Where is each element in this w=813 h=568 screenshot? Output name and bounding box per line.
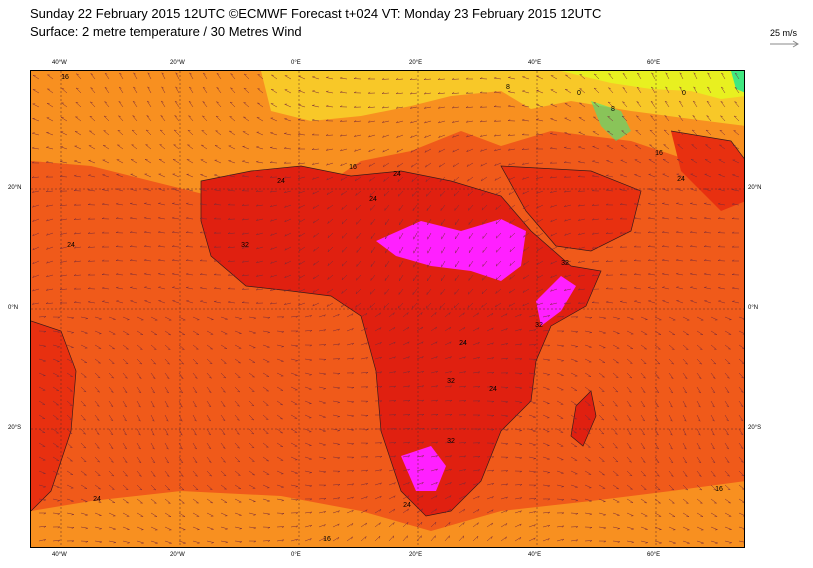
map-subtitle: Surface: 2 metre temperature / 30 Metres… [30,24,302,39]
contour-label: 8 [506,84,510,91]
india-land [671,131,744,211]
contour-label: 0 [577,90,581,97]
lon-label-bottom: 0°E [291,552,301,558]
lon-label-top: 20°W [170,60,185,66]
contour-label: 8 [611,106,615,113]
hot-spot-central-africa [376,219,526,281]
lon-label-top: 0°E [291,60,301,66]
map-title: Sunday 22 February 2015 12UTC ©ECMWF For… [30,6,602,21]
contour-label: 16 [715,486,723,493]
graticule [31,71,744,547]
lon-label-bottom: 40°E [528,552,542,558]
mild-band-north [31,71,744,196]
lon-label-bottom: 40°W [52,552,67,558]
contour-label: 24 [277,178,285,185]
wind-scale-arrow-icon [770,40,799,48]
lon-label-top: 40°W [52,60,67,66]
contour-label: 24 [93,496,101,503]
contour-label: 16 [323,536,331,543]
lon-label-bottom: 20°E [409,552,423,558]
contour-label: 32 [535,322,543,329]
contour-label: 32 [447,438,455,445]
hot-spot-southern-africa [401,446,446,491]
lon-label-top: 40°E [528,60,542,66]
lat-label-right: 0°N [748,305,759,311]
contour-label: 32 [561,260,569,267]
contour-label: 24 [403,502,411,509]
coastlines [31,130,744,517]
arabia-land [501,166,641,251]
contour-label: 16 [61,74,69,81]
lon-label-top: 60°E [647,60,661,66]
lon-label-bottom: 60°E [647,552,661,558]
wind-vectors [31,72,744,544]
lat-label-left: 0°N [8,305,19,311]
south-america-land [31,321,76,511]
lat-label-left: 20°S [8,425,22,431]
contour-label: 16 [349,164,357,171]
cold-patch-2 [591,101,631,141]
contour-label: 32 [241,242,249,249]
lon-label-bottom: 20°W [170,552,185,558]
lon-label-top: 20°E [409,60,423,66]
contour-label: 24 [677,176,685,183]
mild-band-south [31,481,744,547]
contour-label: 16 [655,150,663,157]
contour-label: 24 [393,171,401,178]
wind-scale-label: 25 m/s [770,28,798,38]
coldest-patch [731,71,744,93]
contour-labels: 16 8 0 8 0 16 24 16 24 24 24 32 24 32 32… [61,74,723,543]
contour-label: 24 [369,196,377,203]
lat-label-right: 20°S [748,425,762,431]
cold-band-north [561,71,744,99]
map-canvas: 16 8 0 8 0 16 24 16 24 24 24 32 24 32 32… [31,71,744,547]
hot-spot-east-africa [536,276,576,326]
contour-label: 24 [459,340,467,347]
contour-label: 32 [447,378,455,385]
wind-scale-legend: 25 m/s [770,28,800,50]
contour-label: 24 [67,242,75,249]
contour-label: 0 [682,90,686,97]
lat-label-left: 20°N [8,185,22,191]
temperature-wind-map: 16 8 0 8 0 16 24 16 24 24 24 32 24 32 32… [30,70,745,548]
contour-label: 24 [489,386,497,393]
lat-label-right: 20°N [748,185,762,191]
